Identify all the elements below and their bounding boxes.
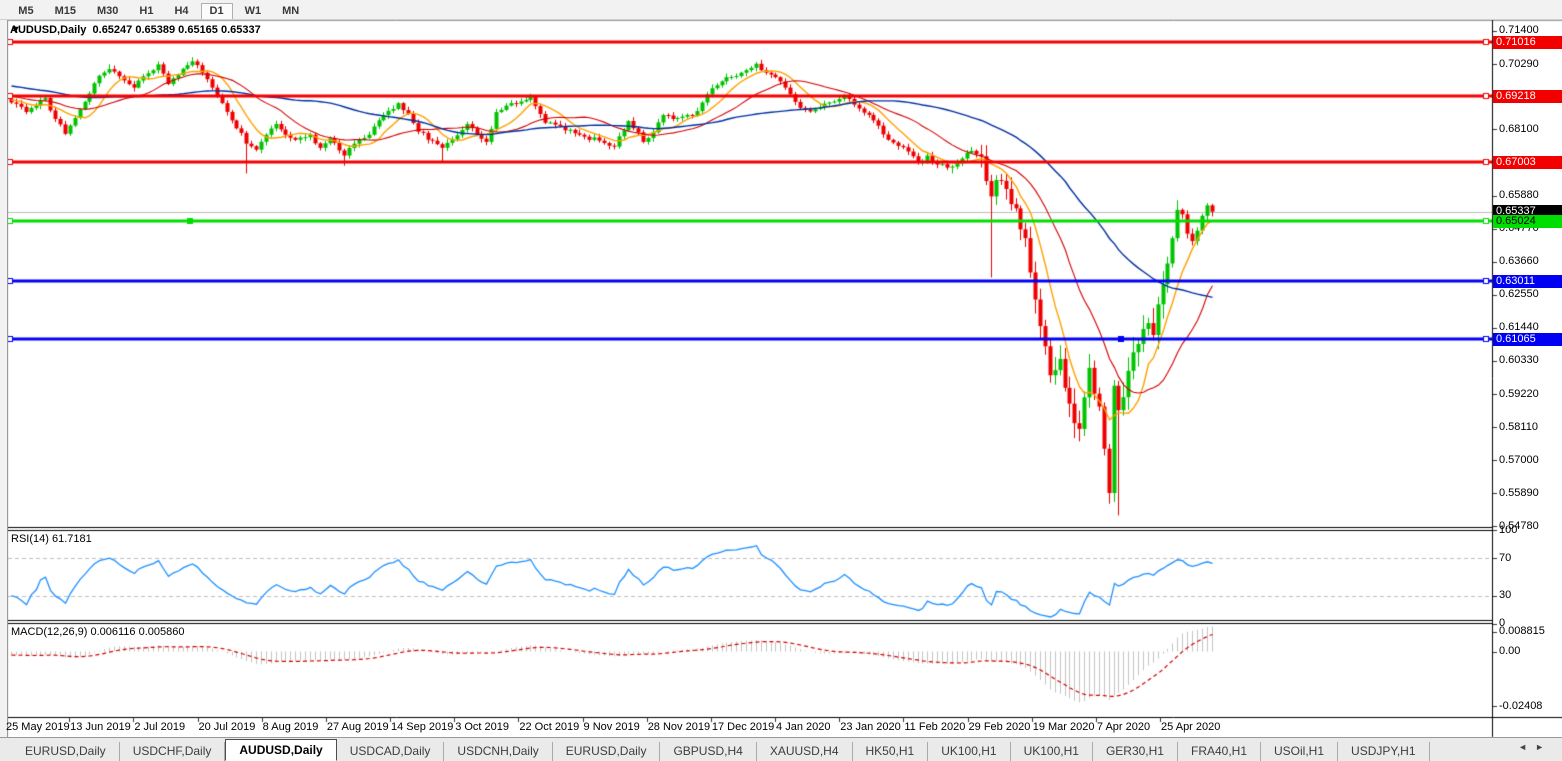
timeframe-button-w1[interactable]: W1 [244, 5, 262, 17]
chart-tab-usdcnh-daily[interactable]: USDCNH,Daily [444, 742, 553, 761]
chart-tab-usdchf-daily[interactable]: USDCHF,Daily [120, 742, 226, 761]
timeframe-button-m1[interactable]: M1 [0, 3, 6, 19]
timeframe-button-m15[interactable]: M15 [54, 5, 76, 17]
tab-scroll-arrows: ◄► [1518, 742, 1552, 752]
chart-tab-hk50-h1[interactable]: HK50,H1 [853, 742, 929, 761]
chart-tab-usdcad-daily[interactable]: USDCAD,Daily [337, 742, 445, 761]
timeframe-toolbar: M1 M5 M15 M30 H1 H4 D1 W1 MN [0, 0, 1562, 20]
chart-tab-eurusd-daily[interactable]: EURUSD,Daily [553, 742, 661, 761]
chart-tab-audusd-daily[interactable]: AUDUSD,Daily [225, 739, 337, 761]
timeframe-button-h4[interactable]: H4 [174, 5, 189, 17]
chart-tab-bar: EURUSD,Daily USDCHF,Daily AUDUSD,Daily USDC… [0, 737, 1562, 761]
window-left-edge [0, 20, 8, 737]
timeframe-button-mn[interactable]: MN [282, 5, 300, 17]
timeframe-buttons: M1 M5 M15 M30 H1 H4 D1 W1 MN [0, 1, 311, 19]
timeframe-button-m5[interactable]: M5 [18, 5, 34, 17]
chart-tab-usdjpy-h1[interactable]: USDJPY,H1 [1338, 742, 1430, 761]
timeframe-button-d1[interactable]: D1 [200, 3, 233, 19]
chart-tab-uk100-h1[interactable]: UK100,H1 [928, 742, 1011, 761]
timeframe-button-h1[interactable]: H1 [139, 5, 154, 17]
tab-scroll-left-icon[interactable]: ◄ [1518, 742, 1536, 752]
chart-tab-usoil-h1[interactable]: USOil,H1 [1261, 742, 1339, 761]
chart-tab-eurusd-daily[interactable]: EURUSD,Daily [12, 742, 120, 761]
timeframe-button-m30[interactable]: M30 [96, 5, 119, 17]
chart-tab-fra40-h1[interactable]: FRA40,H1 [1178, 742, 1262, 761]
tab-scroll-right-icon[interactable]: ► [1535, 742, 1552, 752]
chart-tab-ger30-h1[interactable]: GER30,H1 [1093, 742, 1178, 761]
chart-tab-xauusd-h4[interactable]: XAUUSD,H4 [757, 742, 853, 761]
chart-tab-uk100-h1[interactable]: UK100,H1 [1011, 742, 1093, 761]
chart-tab-gbpusd-h4[interactable]: GBPUSD,H4 [660, 742, 757, 761]
